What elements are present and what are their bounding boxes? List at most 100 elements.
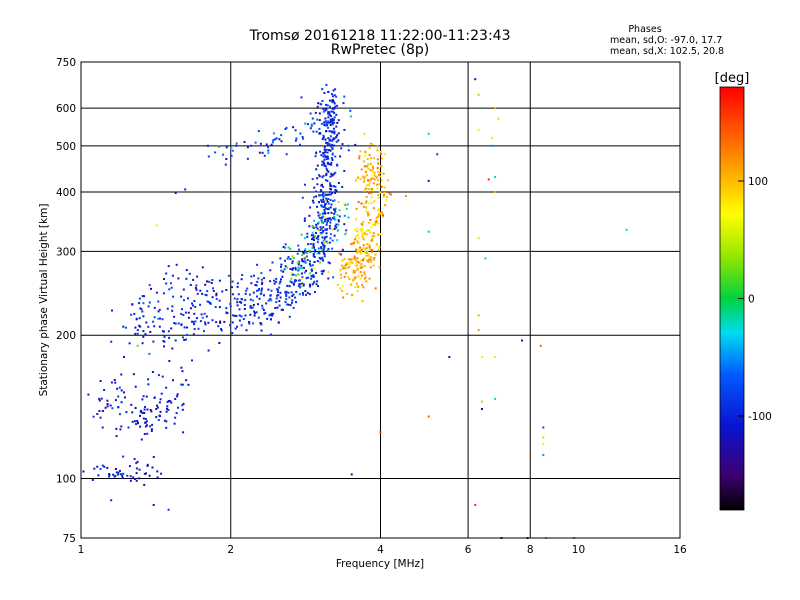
data-point (347, 144, 350, 147)
data-point (306, 259, 309, 262)
data-point (332, 110, 335, 113)
data-point (356, 230, 359, 233)
data-point (379, 431, 382, 434)
data-point (323, 220, 326, 223)
data-point (265, 143, 268, 146)
data-point (192, 333, 195, 336)
data-point (355, 262, 358, 264)
data-point (316, 241, 319, 244)
data-point (326, 141, 329, 144)
data-point (219, 321, 221, 324)
data-point (333, 234, 336, 237)
data-point (366, 259, 369, 262)
data-point (369, 231, 372, 234)
data-point (169, 282, 172, 285)
data-point (542, 443, 545, 446)
data-point (369, 258, 372, 261)
data-point (324, 199, 327, 202)
data-point (376, 158, 379, 161)
data-point (167, 330, 170, 333)
data-point (144, 406, 146, 408)
data-point (298, 293, 301, 296)
data-point (373, 171, 376, 174)
data-point (331, 130, 334, 133)
data-point (373, 200, 376, 203)
data-point (301, 292, 304, 294)
data-point (320, 205, 323, 208)
y-axis-label: Stationary phase Virtual Height [km] (38, 204, 50, 397)
data-point (189, 284, 192, 286)
data-point (319, 194, 322, 196)
data-point (364, 210, 367, 213)
data-point (256, 289, 258, 292)
data-point (298, 268, 301, 271)
data-point (306, 291, 309, 294)
data-point (294, 139, 297, 142)
data-point (343, 214, 346, 217)
data-point (299, 267, 302, 270)
data-point (339, 253, 342, 256)
data-point (351, 242, 354, 245)
data-point (374, 253, 377, 256)
data-point (194, 287, 197, 289)
data-point (494, 176, 497, 178)
data-point (328, 218, 331, 221)
data-point (321, 272, 324, 275)
data-point (251, 306, 254, 309)
data-point (371, 237, 374, 240)
data-point (215, 294, 218, 297)
data-point (358, 236, 361, 239)
data-point (240, 278, 243, 281)
data-point (171, 347, 174, 350)
data-point (177, 322, 180, 325)
data-point (153, 397, 156, 399)
data-point (152, 320, 155, 323)
data-point (257, 277, 260, 280)
data-point (159, 410, 162, 413)
data-point (174, 398, 177, 400)
data-point (236, 285, 239, 288)
data-point (334, 189, 337, 192)
data-point (301, 276, 304, 279)
data-point (324, 218, 327, 221)
data-point (185, 311, 187, 314)
data-point (218, 299, 221, 302)
data-point (214, 151, 217, 154)
data-point (171, 309, 174, 312)
data-point (311, 199, 314, 202)
data-point (298, 283, 301, 286)
data-point (294, 268, 297, 271)
data-point (114, 399, 117, 402)
data-point (350, 284, 353, 286)
data-point (329, 182, 332, 185)
data-point (270, 299, 273, 302)
data-point (272, 139, 275, 142)
data-point (362, 237, 365, 240)
data-point (371, 235, 374, 238)
data-point (204, 323, 207, 326)
data-point (382, 195, 385, 198)
data-point (293, 280, 296, 283)
data-point (333, 137, 336, 140)
data-point (167, 265, 170, 268)
data-point (487, 178, 490, 181)
data-point (300, 264, 303, 267)
data-point (360, 260, 363, 262)
data-point (87, 393, 90, 396)
data-point (225, 158, 228, 160)
data-point (304, 122, 307, 125)
data-point (249, 306, 252, 309)
data-point (373, 173, 376, 176)
data-point (436, 153, 439, 156)
data-point (363, 178, 366, 181)
data-point (197, 327, 200, 330)
data-point (309, 285, 312, 288)
data-point (383, 192, 386, 195)
data-point (327, 277, 330, 280)
data-point (322, 200, 325, 203)
data-point (362, 257, 365, 260)
data-point (132, 476, 135, 479)
data-point (261, 307, 264, 310)
data-point (249, 298, 252, 301)
data-point (170, 327, 173, 330)
